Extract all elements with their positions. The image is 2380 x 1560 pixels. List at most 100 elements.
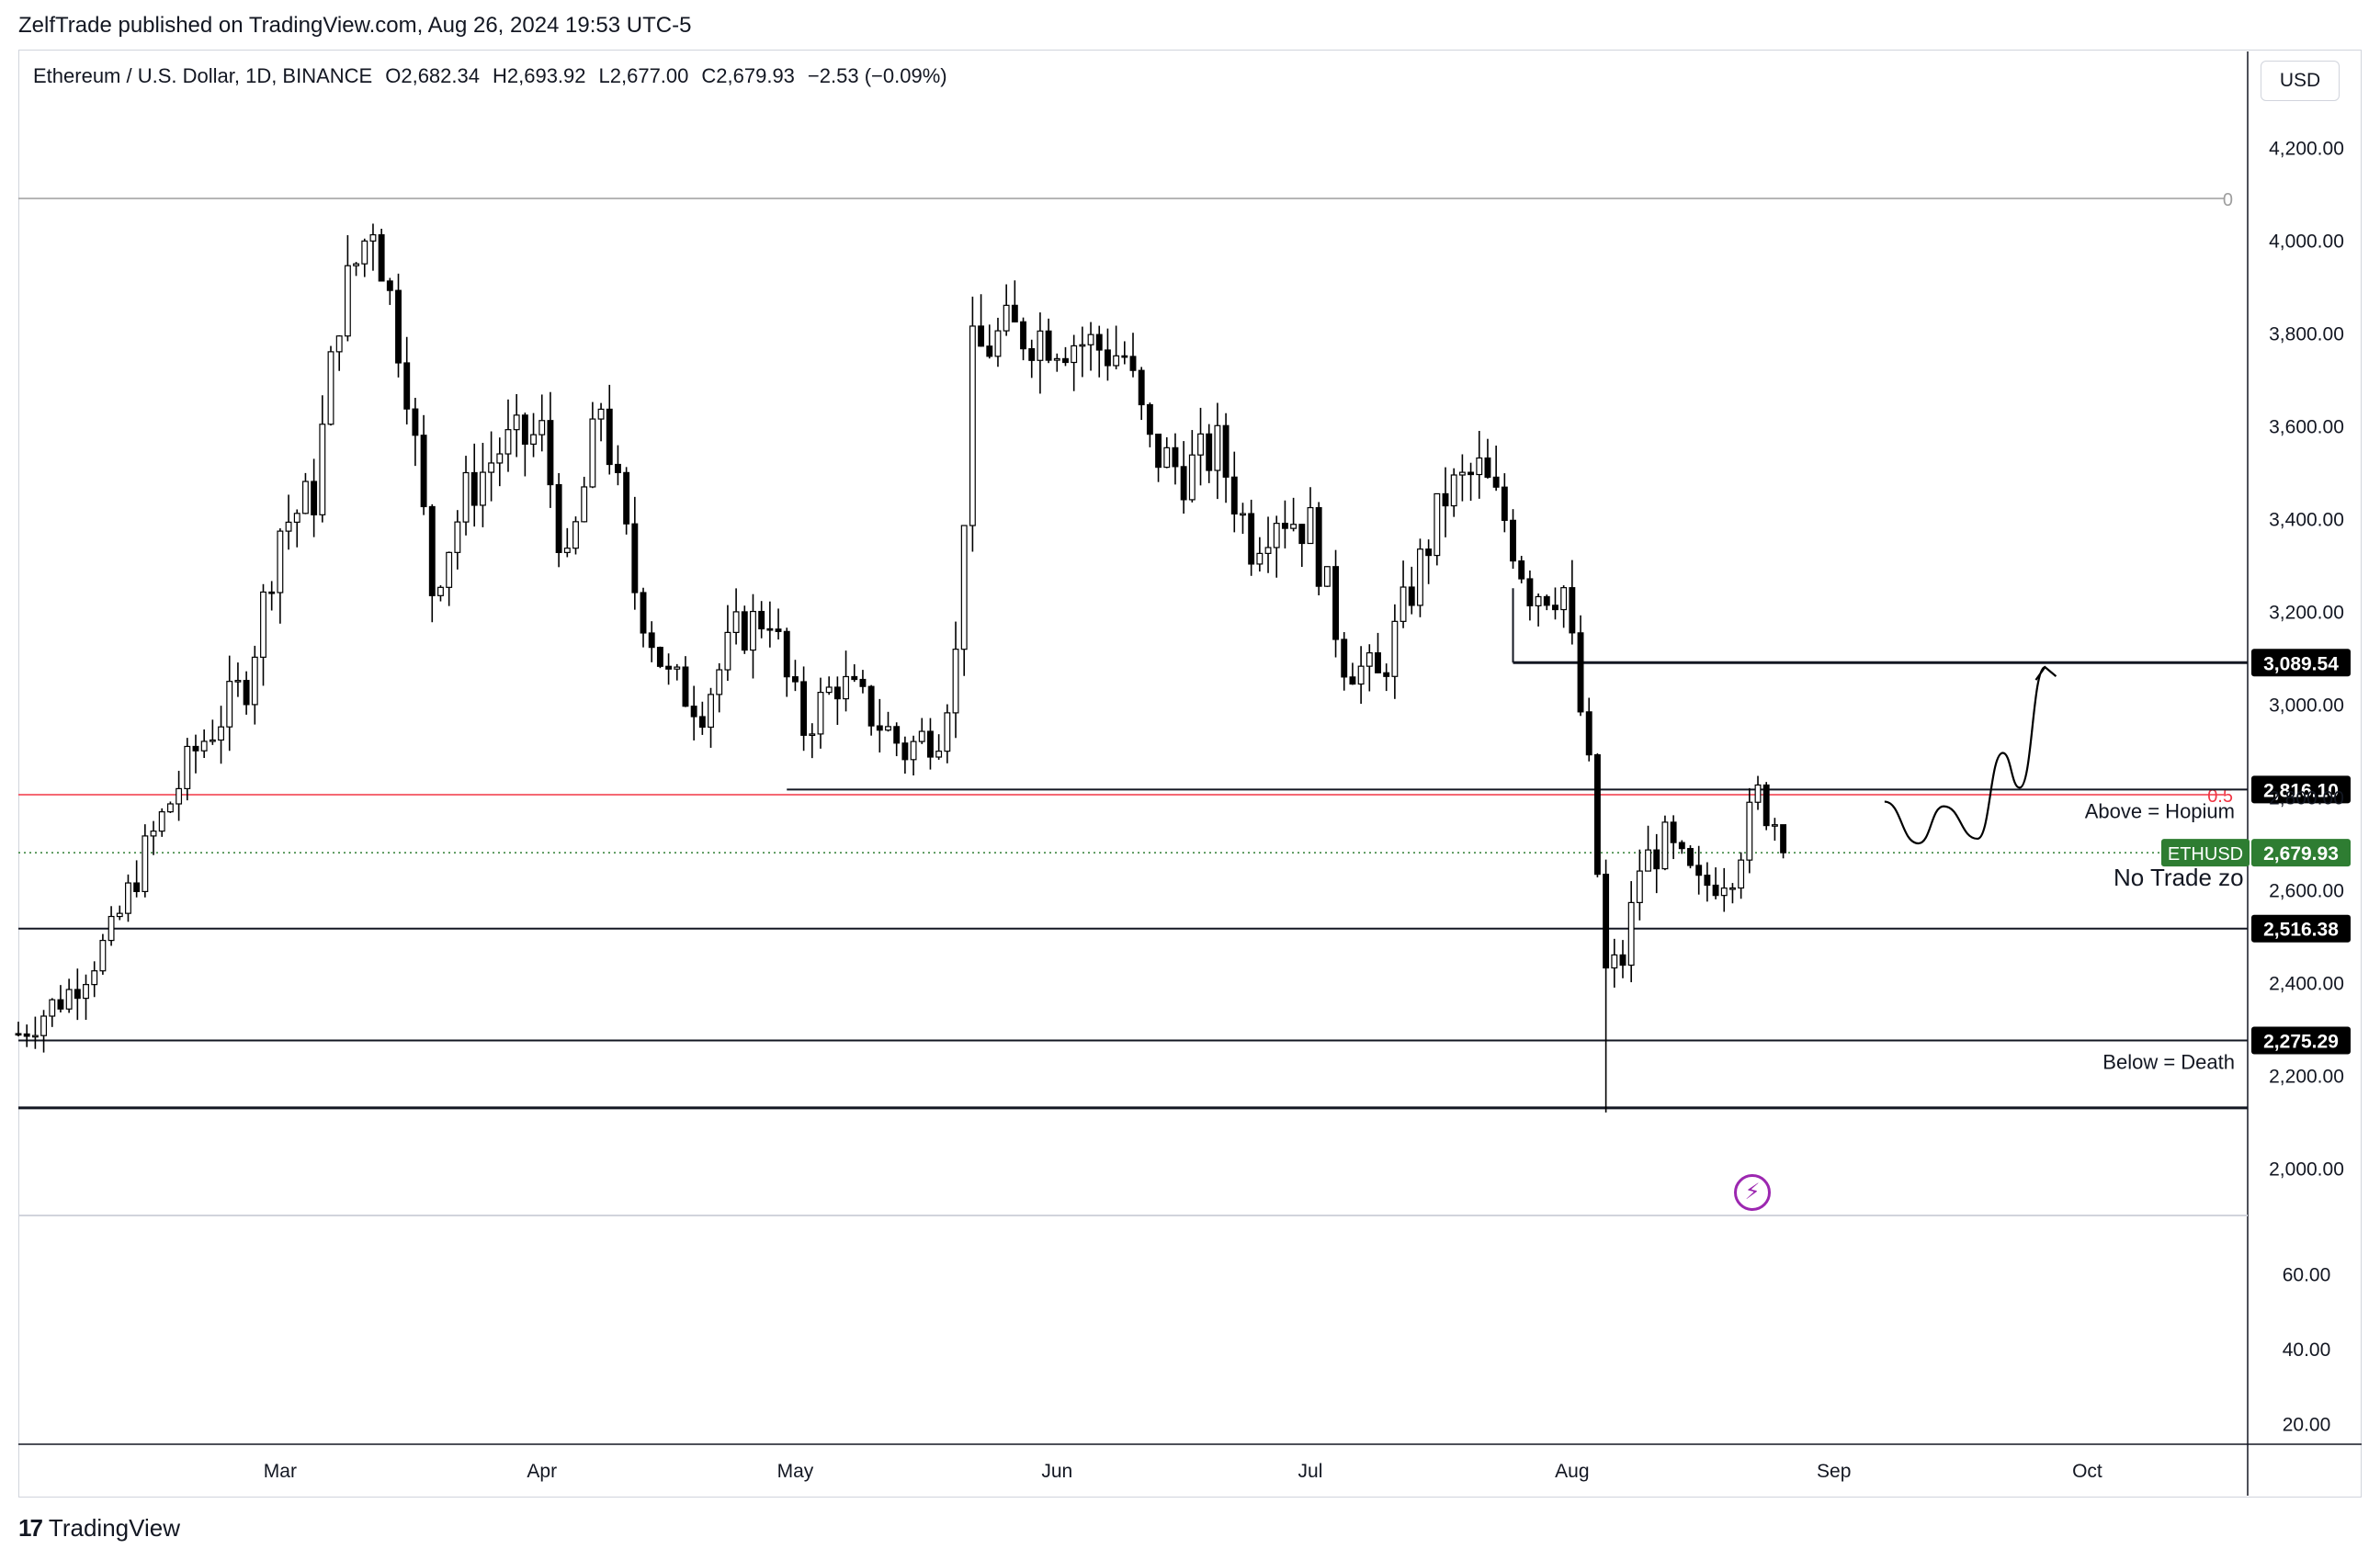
candle-body[interactable] <box>1492 476 1500 488</box>
candle-body[interactable] <box>1627 901 1635 967</box>
candle-body[interactable] <box>521 414 528 446</box>
candle-body[interactable] <box>994 330 1002 357</box>
candle-body[interactable] <box>251 656 258 706</box>
candle-body[interactable] <box>885 726 891 731</box>
candle-body[interactable] <box>437 586 444 596</box>
candle-body[interactable] <box>1298 524 1306 545</box>
candle-body[interactable] <box>1442 492 1449 507</box>
candle-body[interactable] <box>1535 595 1542 606</box>
candle-body[interactable] <box>724 631 731 671</box>
candle-body[interactable] <box>1476 457 1483 476</box>
candle-body[interactable] <box>656 647 663 667</box>
candle-body[interactable] <box>563 548 571 553</box>
candle-body[interactable] <box>825 686 833 694</box>
candle-body[interactable] <box>640 592 647 634</box>
candle-body[interactable] <box>395 289 402 364</box>
candle-body[interactable] <box>1045 330 1052 361</box>
candle-body[interactable] <box>859 678 867 687</box>
candle-body[interactable] <box>23 1033 30 1037</box>
candle-body[interactable] <box>479 471 486 506</box>
candle-body[interactable] <box>935 751 943 758</box>
candle-body[interactable] <box>623 471 630 525</box>
chart-annotation[interactable]: Below = Death <box>2102 1050 2235 1073</box>
candle-body[interactable] <box>1704 875 1711 887</box>
candle-body[interactable] <box>378 233 385 282</box>
candle-body[interactable] <box>243 680 250 706</box>
candle-body[interactable] <box>530 434 538 446</box>
candle-body[interactable] <box>200 740 208 752</box>
candle-body[interactable] <box>1603 874 1610 969</box>
candle-body[interactable] <box>1645 849 1652 872</box>
candle-body[interactable] <box>1468 471 1475 476</box>
candle-body[interactable] <box>817 692 824 735</box>
candle-body[interactable] <box>1728 887 1736 890</box>
candle-body[interactable] <box>1458 471 1466 476</box>
candle-body[interactable] <box>386 280 393 291</box>
candle-body[interactable] <box>597 408 605 420</box>
chart-annotation[interactable]: No Trade zo <box>2114 864 2244 891</box>
candle-body[interactable] <box>1172 447 1179 468</box>
candle-body[interactable] <box>192 745 199 752</box>
candle-body[interactable] <box>142 835 149 893</box>
candle-body[interactable] <box>268 591 276 594</box>
candle-body[interactable] <box>716 669 723 695</box>
candle-body[interactable] <box>125 882 131 914</box>
candle-body[interactable] <box>1240 513 1246 516</box>
candle-body[interactable] <box>648 632 655 649</box>
candle-body[interactable] <box>555 483 562 553</box>
candle-body[interactable] <box>1754 784 1762 803</box>
candle-body[interactable] <box>49 999 56 1017</box>
candle-body[interactable] <box>74 989 81 1000</box>
candle-body[interactable] <box>260 591 266 658</box>
candle-body[interactable] <box>1113 355 1120 367</box>
candle-body[interactable] <box>538 420 546 435</box>
candle-body[interactable] <box>1391 620 1399 677</box>
candle-body[interactable] <box>150 831 157 837</box>
projection-path[interactable] <box>1884 666 2046 845</box>
candle-body[interactable] <box>547 420 554 486</box>
candle-body[interactable] <box>1129 356 1137 371</box>
candle-body[interactable] <box>1273 523 1280 548</box>
candle-body[interactable] <box>218 726 224 741</box>
candle-body[interactable] <box>918 730 925 742</box>
candle-body[interactable] <box>1661 821 1669 870</box>
candle-body[interactable] <box>293 513 300 523</box>
footer-brand[interactable]: 17 TradingView <box>18 1514 180 1543</box>
candle-body[interactable] <box>910 740 917 761</box>
currency-button[interactable]: USD <box>2261 61 2340 101</box>
candle-body[interactable] <box>1746 801 1753 861</box>
candle-body[interactable] <box>1416 548 1423 606</box>
candle-body[interactable] <box>1400 586 1407 622</box>
candle-body[interactable] <box>327 351 334 425</box>
candle-body[interactable] <box>1678 842 1685 850</box>
candle-body[interactable] <box>1028 348 1036 361</box>
candle-body[interactable] <box>741 611 748 651</box>
candle-body[interactable] <box>1095 333 1103 351</box>
candle-body[interactable] <box>40 1015 48 1036</box>
candle-body[interactable] <box>1121 355 1128 358</box>
candle-body[interactable] <box>277 530 284 593</box>
candle-body[interactable] <box>15 1033 22 1036</box>
candle-body[interactable] <box>791 676 799 683</box>
candle-body[interactable] <box>1484 457 1491 478</box>
lightning-circle-icon[interactable]: ⚡ <box>1734 1174 1771 1211</box>
candle-body[interactable] <box>1003 304 1010 332</box>
candle-body[interactable] <box>1264 547 1272 554</box>
candle-body[interactable] <box>1146 403 1153 435</box>
candle-body[interactable] <box>851 675 858 681</box>
candle-body[interactable] <box>1543 595 1550 606</box>
candle-body[interactable] <box>1087 333 1094 345</box>
candle-body[interactable] <box>31 1034 39 1038</box>
candle-body[interactable] <box>783 630 790 678</box>
candle-body[interactable] <box>1214 424 1221 471</box>
candle-body[interactable] <box>1434 492 1441 557</box>
candle-body[interactable] <box>775 628 782 632</box>
candle-body[interactable] <box>1256 552 1264 565</box>
candle-body[interactable] <box>589 418 596 488</box>
candle-body[interactable] <box>843 675 850 700</box>
candle-body[interactable] <box>969 325 976 526</box>
candle-body[interactable] <box>108 915 115 942</box>
candle-body[interactable] <box>470 471 478 506</box>
candle-body[interactable] <box>1307 506 1314 545</box>
